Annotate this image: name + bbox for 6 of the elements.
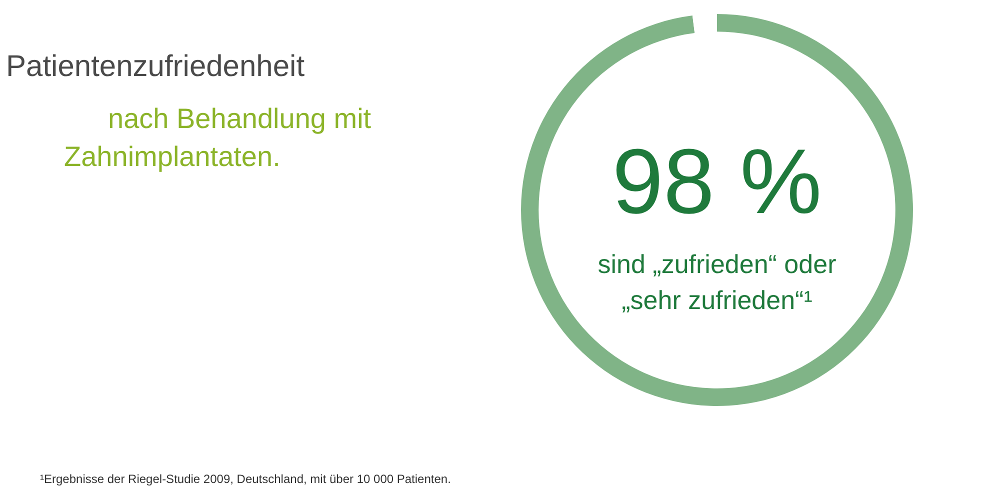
text: „sehr zufrieden“¹ [622,285,813,315]
text: nach Behandlung mit Zahnimplantaten. [64,102,372,174]
text: Patientenzufriedenheit [6,50,305,84]
text: sind „zufrieden“ oder [598,249,837,279]
data-label: 98 % [612,131,822,233]
text: ¹Ergebnisse der Riegel-Studie 2009, Deutschland, mit über 10 000 Patienten. [40,472,451,486]
